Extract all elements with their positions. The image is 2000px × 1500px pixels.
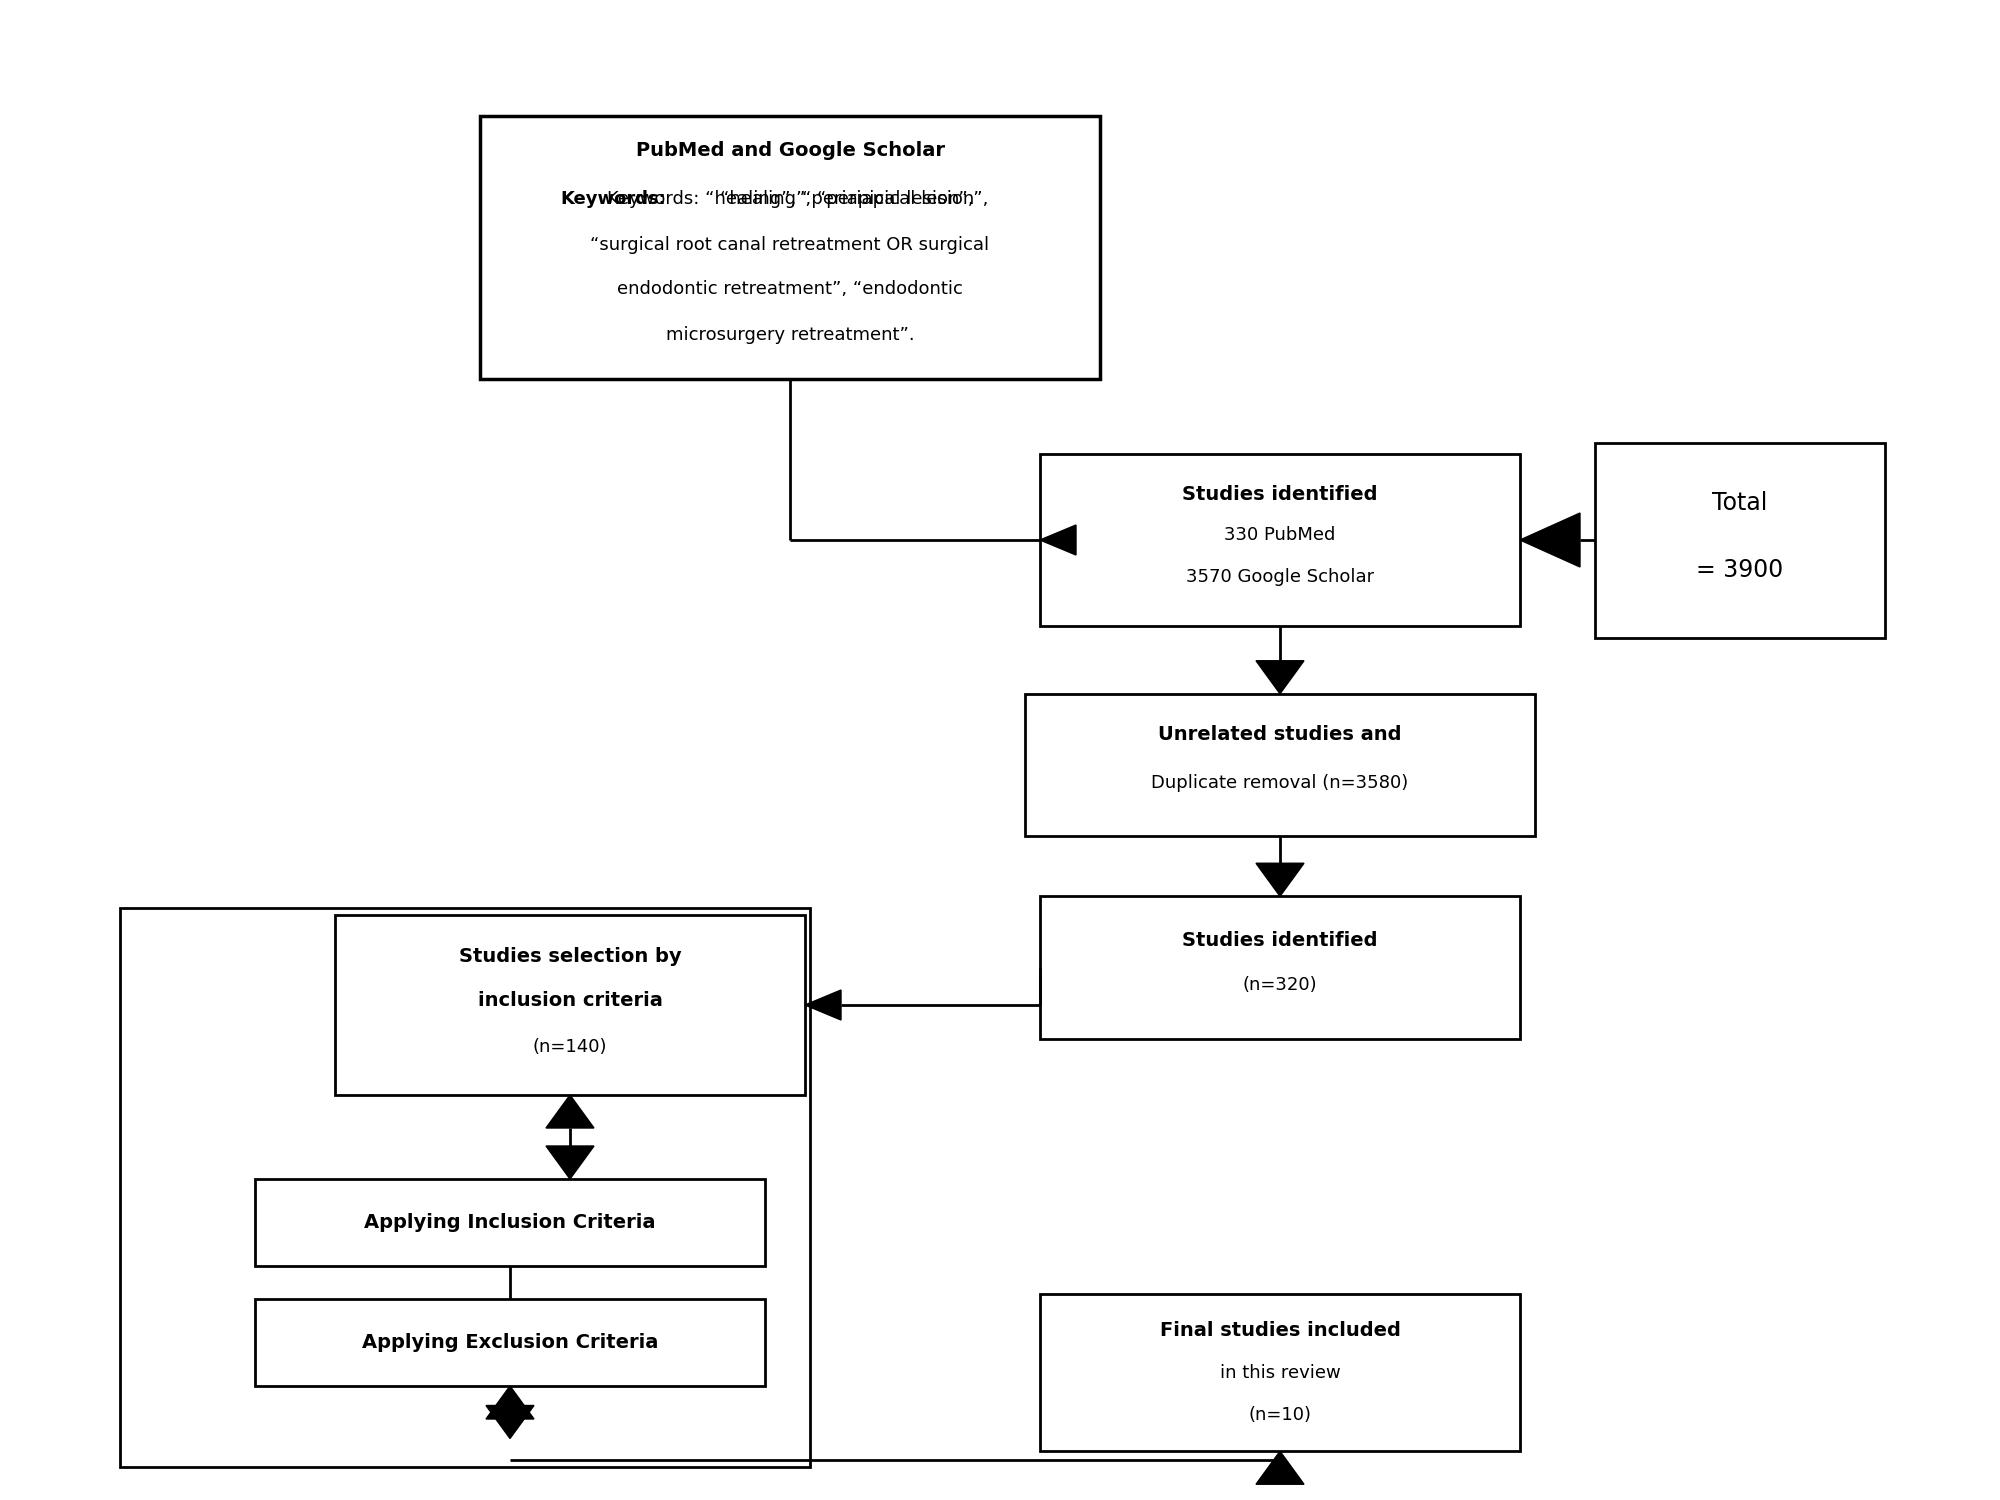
Text: “surgical root canal retreatment OR surgical: “surgical root canal retreatment OR surg… — [590, 236, 990, 254]
Bar — [1596, 442, 1884, 638]
Text: inclusion criteria: inclusion criteria — [478, 992, 662, 1010]
Text: Final studies included: Final studies included — [1160, 1322, 1400, 1340]
Text: Keywords:: Keywords: — [560, 190, 666, 208]
Text: Applying Inclusion Criteria: Applying Inclusion Criteria — [364, 1214, 656, 1231]
Polygon shape — [1040, 525, 1076, 555]
Text: Keywords: “healing”, “periapical lesion”,: Keywords: “healing”, “periapical lesion”… — [606, 190, 974, 208]
Text: PubMed and Google Scholar: PubMed and Google Scholar — [636, 141, 944, 159]
Text: in this review: in this review — [1220, 1364, 1340, 1382]
Bar — [120, 908, 810, 1467]
Polygon shape — [1520, 513, 1580, 567]
Polygon shape — [804, 990, 840, 1020]
Text: Studies identified: Studies identified — [1182, 932, 1378, 950]
Text: endodontic retreatment”, “endodontic: endodontic retreatment”, “endodontic — [618, 280, 962, 298]
Text: Applying Exclusion Criteria: Applying Exclusion Criteria — [362, 1334, 658, 1352]
Polygon shape — [546, 1095, 594, 1128]
Text: (n=140): (n=140) — [532, 1038, 608, 1056]
Polygon shape — [1256, 660, 1304, 693]
Text: Total: Total — [1712, 490, 1768, 514]
Bar — [1040, 1293, 1520, 1452]
Text: Unrelated studies and: Unrelated studies and — [1158, 726, 1402, 744]
Text: 3570 Google Scholar: 3570 Google Scholar — [1186, 568, 1374, 586]
Bar — [1040, 453, 1520, 627]
Polygon shape — [486, 1406, 534, 1438]
Text: = 3900: = 3900 — [1696, 558, 1784, 582]
Text: Studies selection by: Studies selection by — [458, 948, 682, 966]
Text: Duplicate removal (n=3580): Duplicate removal (n=3580) — [1152, 774, 1408, 792]
Polygon shape — [546, 1146, 594, 1179]
Polygon shape — [1256, 864, 1304, 897]
Text: (n=320): (n=320) — [1242, 976, 1318, 994]
Bar — [256, 1299, 764, 1386]
Polygon shape — [1256, 1452, 1304, 1485]
Text: “healing”, “periapical lesion”,: “healing”, “periapical lesion”, — [720, 190, 988, 208]
Bar — [334, 915, 804, 1095]
Text: 330 PubMed: 330 PubMed — [1224, 526, 1336, 544]
Bar — [1040, 897, 1520, 1038]
Text: microsurgery retreatment”.: microsurgery retreatment”. — [666, 326, 914, 344]
Bar — [1024, 693, 1536, 837]
Polygon shape — [486, 1386, 534, 1419]
Text: (n=10): (n=10) — [1248, 1406, 1312, 1423]
Bar — [256, 1179, 764, 1266]
Text: Studies identified: Studies identified — [1182, 486, 1378, 504]
Bar — [480, 117, 1100, 380]
